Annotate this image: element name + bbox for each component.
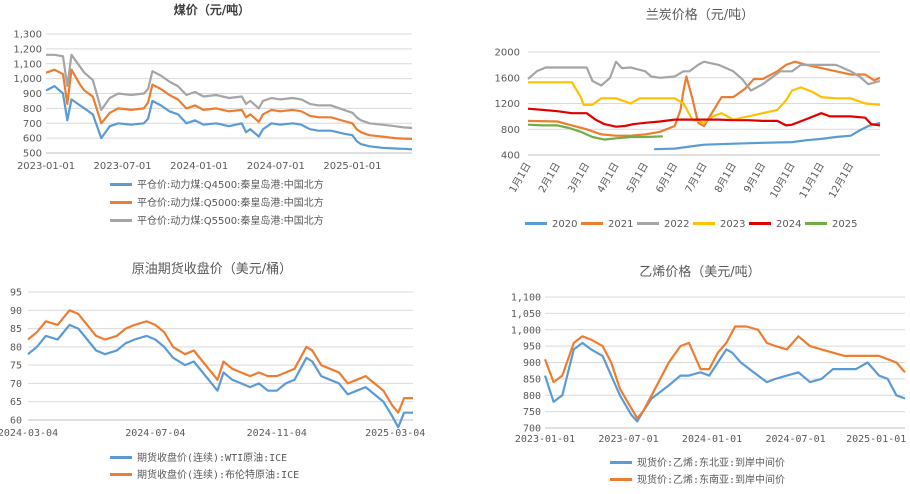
- ethylene-y-tick-label: 900: [523, 358, 541, 369]
- semicoke-series-2-line: [527, 60, 881, 92]
- semicoke-legend-label: 2024: [776, 219, 801, 230]
- semicoke-chart-title: 兰炭价格（元/吨）: [646, 7, 754, 23]
- ethylene-x-tick-label: 2024-01-01: [682, 434, 742, 445]
- coal-series-0-line: [45, 85, 413, 151]
- ethylene-y-tick-label: 750: [523, 407, 541, 418]
- crude-y-tick-label: 60: [10, 416, 22, 427]
- ethylene-y-tick-label: 700: [523, 424, 541, 435]
- coal-series-2-line: [46, 53, 413, 130]
- semicoke-series-4-line: [527, 107, 881, 128]
- semicoke-x-tick-label: 7月1日: [683, 161, 710, 195]
- coal-y-tick-label: 1,100: [13, 59, 42, 70]
- semicoke-x-tick-label: 5月1日: [624, 161, 651, 195]
- crude-y-tick-label: 85: [10, 324, 22, 335]
- ethylene-legend-label: 现货价:乙烯:东北亚:到岸中间价: [637, 456, 785, 469]
- coal-x-tick-label: 2024-01-01: [170, 161, 228, 172]
- semicoke-x-tick-label: 12月1日: [826, 161, 856, 201]
- ethylene-plot-area: 700 750 800 850 900 950 1,000 1,050 1,100 2023-01…: [511, 293, 906, 446]
- coal-y-tick-label: 500: [23, 149, 42, 160]
- semicoke-legend: 2020 2021 2022 2023 2024 2025: [525, 219, 857, 230]
- semicoke-x-tick-label: 8月1日: [712, 161, 739, 195]
- semicoke-y-tick-label: 400: [501, 151, 520, 162]
- coal-plot-area: 500 600 700 800 900 1,000 1,100 1,200 1,300 2023-…: [13, 30, 413, 172]
- coal-y-tick-label: 1,300: [13, 30, 42, 41]
- coal-y-tick-label: 600: [23, 134, 42, 145]
- crude-y-tick-label: 75: [10, 361, 22, 372]
- crude-series-0-line: [27, 323, 413, 429]
- coal-series-1-line: [45, 68, 413, 140]
- semicoke-series-0-line: [654, 121, 881, 151]
- ethylene-series-0-line: [543, 341, 906, 423]
- coal-legend-label: 平仓价:动力煤:Q5000:秦皇岛港:中国北方: [137, 196, 324, 209]
- coal-y-tick-label: 1,200: [13, 44, 42, 55]
- coal-y-tick-label: 1,000: [13, 74, 42, 85]
- semicoke-x-tick-label: 3月1日: [566, 161, 593, 195]
- crude-y-tick-label: 90: [10, 306, 22, 317]
- ethylene-x-tick-label: 2023-01-01: [515, 434, 575, 445]
- ethylene-x-tick-label: 2025-01-01: [846, 434, 906, 445]
- semicoke-y-tick-label: 1200: [495, 99, 520, 110]
- semicoke-x-tick-label: 11月1日: [797, 161, 827, 201]
- coal-legend-label: 平仓价:动力煤:Q5500:秦皇岛港:中国北方: [137, 214, 324, 227]
- ethylene-y-tick-label: 1,100: [511, 293, 541, 304]
- semicoke-x-tick-label: 6月1日: [654, 161, 681, 195]
- ethylene-x-tick-label: 2024-07-01: [765, 434, 825, 445]
- crude-x-tick-label: 2024-11-04: [247, 428, 307, 439]
- ethylene-series-1-line: [543, 325, 906, 420]
- ethylene-y-tick-label: 950: [523, 342, 541, 353]
- crude-legend: 期货收盘价(连续):WTI原油:ICE 期货收盘价(连续):布伦特原油:ICE: [110, 451, 299, 481]
- semicoke-x-tick-label: 2月1日: [536, 161, 563, 195]
- semicoke-legend-label: 2025: [832, 219, 857, 230]
- semicoke-x-tick-label: 1月1日: [507, 161, 534, 195]
- ethylene-y-tick-label: 850: [523, 374, 541, 385]
- crude-series-1-line: [27, 309, 413, 414]
- coal-x-tick-label: 2023-07-01: [94, 161, 152, 172]
- crude-legend-label: 期货收盘价(连续):布伦特原油:ICE: [137, 468, 299, 481]
- crude-y-tick-label: 80: [10, 342, 22, 353]
- semicoke-series-3-line: [528, 81, 881, 124]
- coal-legend-label: 平仓价:动力煤:Q4500:秦皇岛港:中国北方: [137, 178, 324, 191]
- ethylene-y-tick-label: 1,050: [511, 309, 541, 320]
- coal-y-tick-label: 700: [23, 119, 42, 130]
- semicoke-legend-label: 2022: [664, 219, 689, 230]
- crude-x-tick-label: 2024-03-04: [0, 428, 58, 439]
- crude-y-tick-label: 65: [10, 397, 22, 408]
- coal-y-tick-label: 900: [23, 89, 42, 100]
- ethylene-legend-label: 现货价:乙烯:东南亚:到岸中间价: [637, 473, 785, 486]
- crude-chart-title: 原油期货收盘价（美元/桶）: [132, 261, 292, 277]
- coal-x-tick-label: 2023-01-01: [17, 161, 75, 172]
- semicoke-series-1-line: [527, 60, 881, 137]
- ethylene-y-tick-label: 1,000: [511, 325, 541, 336]
- crude-y-tick-label: 70: [10, 379, 22, 390]
- coal-legend: 平仓价:动力煤:Q4500:秦皇岛港:中国北方平仓价:动力煤:Q5000:秦皇岛…: [110, 178, 324, 227]
- coal-x-tick-label: 2024-07-01: [247, 161, 305, 172]
- semicoke-legend-label: 2020: [552, 219, 577, 230]
- semicoke-x-tick-label: 10月1日: [768, 161, 798, 201]
- crude-y-tick-label: 95: [10, 288, 22, 299]
- semicoke-plot-area: 400 800 1200 1600 2000 1月1日 2月1日 3月1日 4月1日 5月1日 6月…: [495, 48, 881, 201]
- crude-plot-area: 60 65 70 75 80 85 90 95 2024-03-04 2024-07-04 2024…: [0, 288, 425, 440]
- semicoke-x-tick-label: 4月1日: [595, 161, 622, 195]
- coal-x-tick-label: 2025-01-01: [323, 161, 381, 172]
- ethylene-chart-title: 乙烯价格（美元/吨）: [639, 264, 760, 280]
- crude-legend-label: 期货收盘价(连续):WTI原油:ICE: [137, 451, 287, 464]
- semicoke-legend-label: 2023: [720, 219, 745, 230]
- semicoke-y-tick-label: 1600: [495, 73, 520, 84]
- ethylene-y-tick-label: 800: [523, 391, 541, 402]
- semicoke-y-tick-label: 800: [501, 125, 520, 136]
- crude-x-tick-label: 2024-07-04: [125, 428, 185, 439]
- semicoke-x-tick-label: 9月1日: [742, 161, 769, 195]
- ethylene-x-tick-label: 2023-07-01: [598, 434, 658, 445]
- coal-chart-title: 煤价（元/吨）: [174, 2, 250, 17]
- semicoke-legend-label: 2021: [608, 219, 633, 230]
- coal-y-tick-label: 800: [23, 104, 42, 115]
- crude-x-tick-label: 2025-03-04: [365, 428, 425, 439]
- semicoke-y-tick-label: 2000: [495, 48, 520, 59]
- semicoke-series-5-line: [527, 123, 663, 141]
